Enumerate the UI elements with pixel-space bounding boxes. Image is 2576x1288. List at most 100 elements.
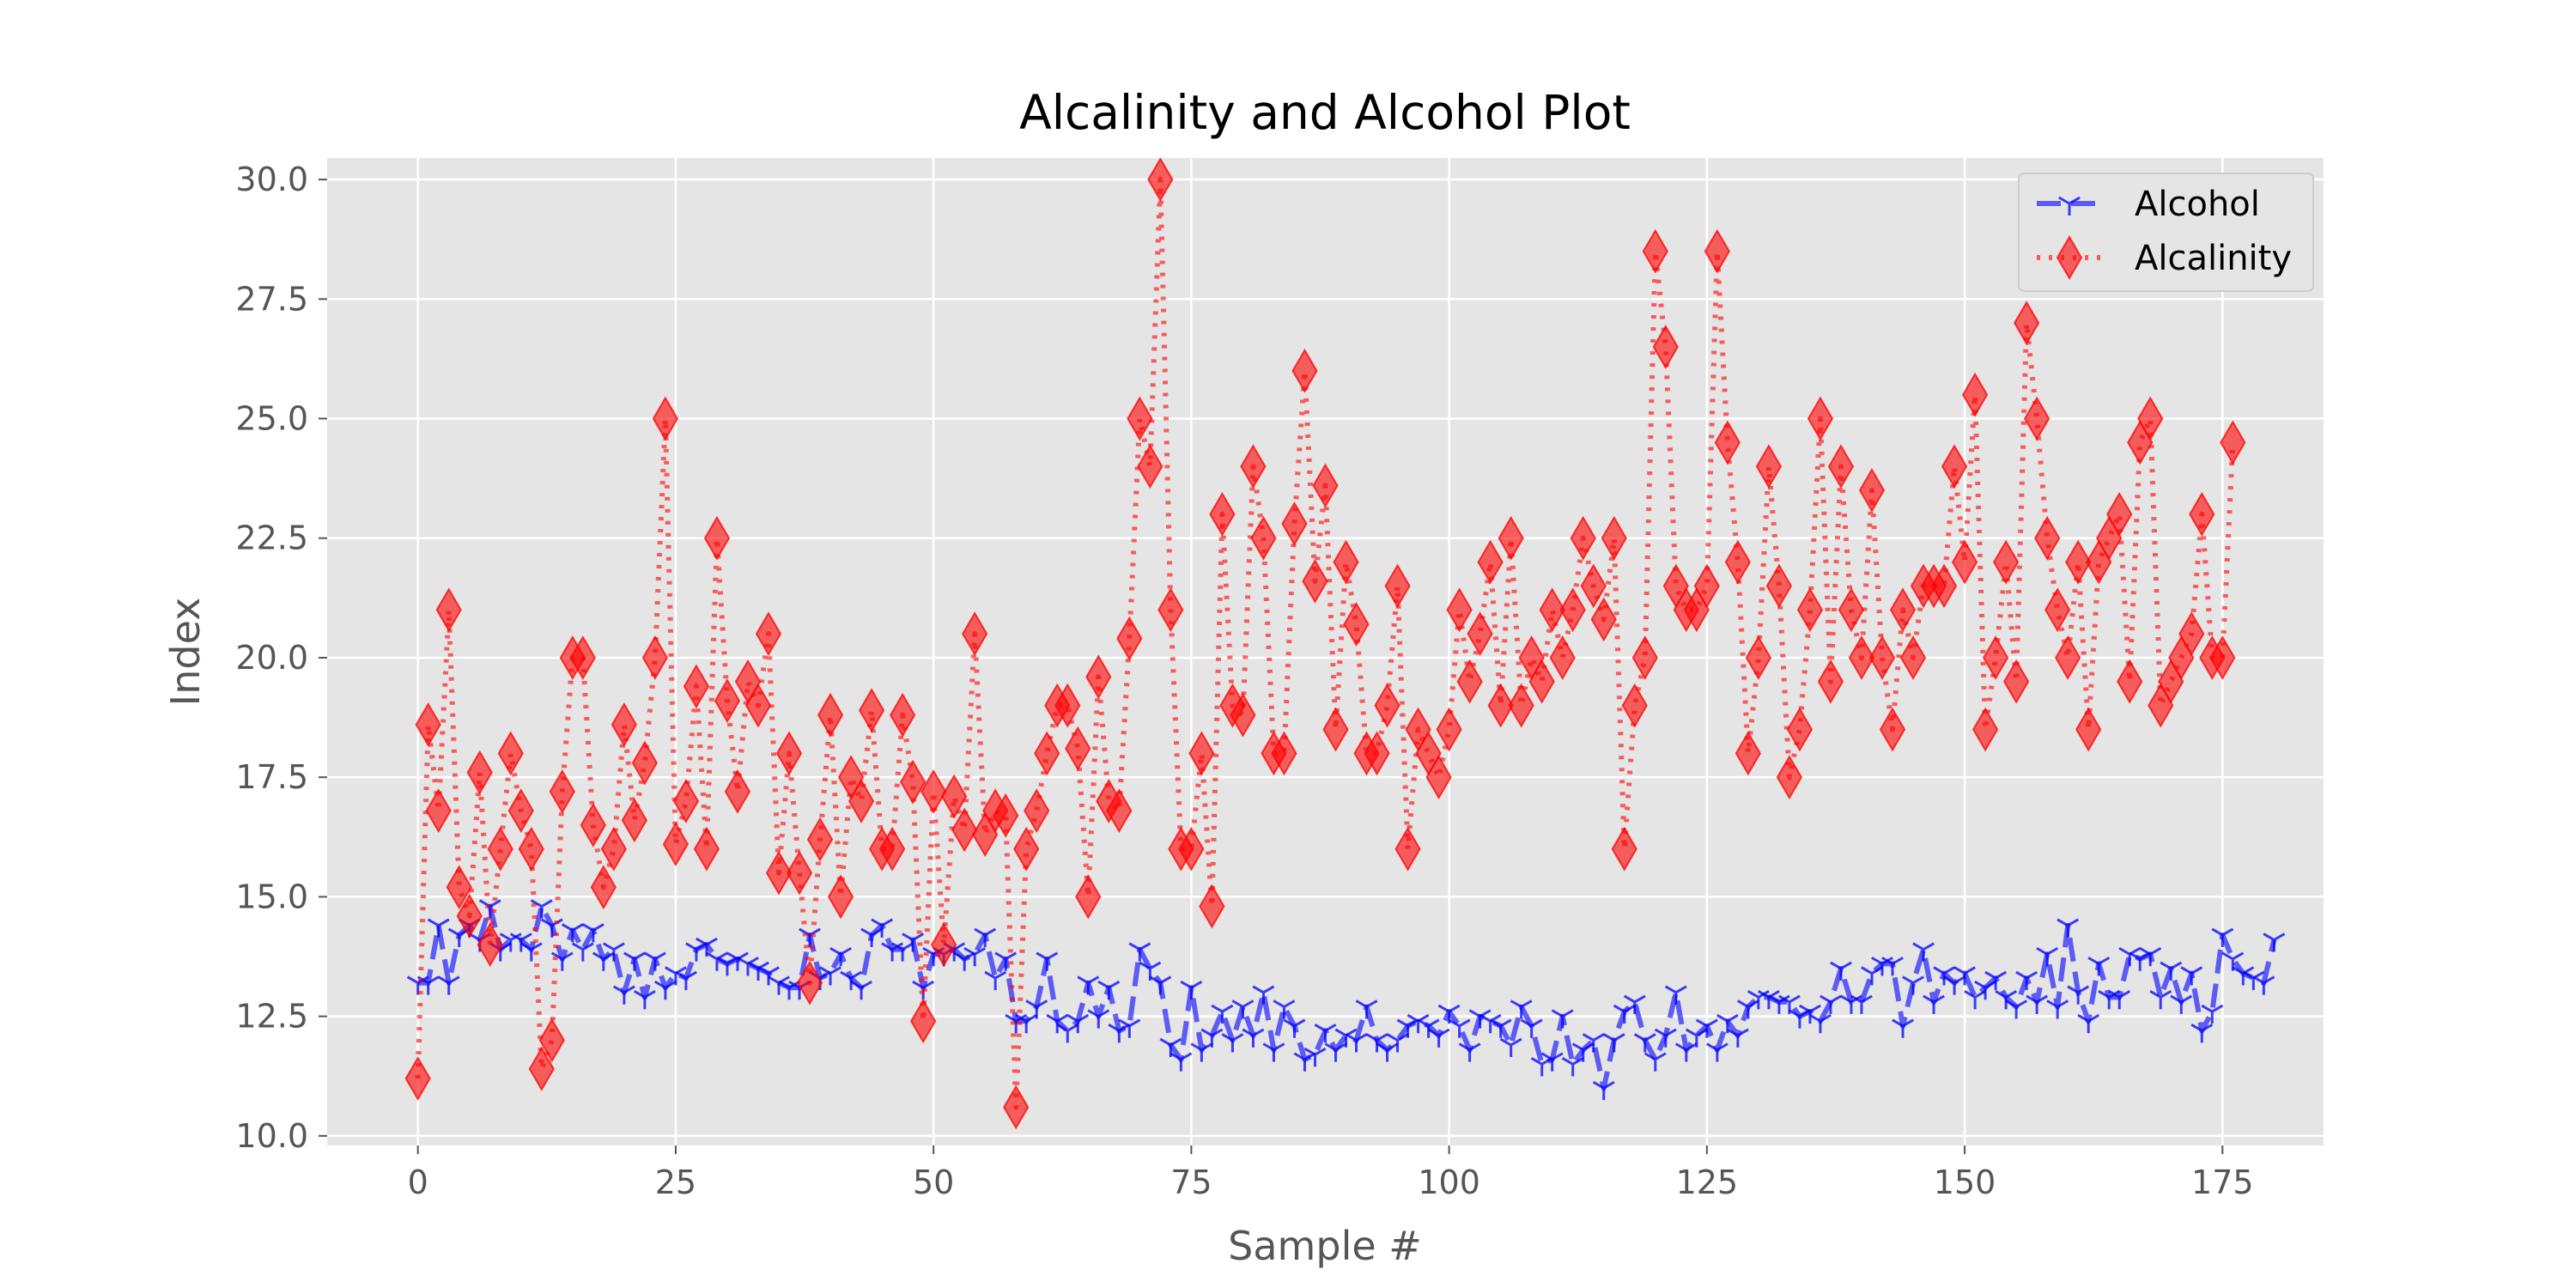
alcalinity-point: [1250, 515, 1277, 561]
alcalinity-point: [1322, 707, 1349, 752]
alcohol-point: [1633, 1033, 1656, 1053]
alcohol-point: [2015, 970, 2038, 991]
x-tick-label: 150: [1934, 1163, 1996, 1201]
alcohol-point: [1046, 1013, 1069, 1034]
alcalinity-point: [1868, 635, 1896, 680]
alcalinity-point: [1807, 396, 1834, 441]
alcohol-point: [2036, 946, 2059, 967]
alcalinity-point: [1487, 683, 1514, 728]
alcohol-point: [1685, 1028, 1708, 1048]
legend-marker-alcalinity: [2056, 235, 2083, 280]
alcohol-point: [643, 951, 666, 971]
alcohol-point: [1643, 1052, 1667, 1072]
alcohol-point: [1520, 1018, 1543, 1038]
chart-title: Alcalinity and Alcohol Plot: [1019, 85, 1631, 140]
alcalinity-point: [2075, 707, 2102, 752]
alcohol-point: [1799, 1004, 1821, 1024]
alcohol-point: [2139, 946, 2162, 967]
alcohol-point: [2160, 961, 2183, 981]
alcalinity-point: [1735, 731, 1762, 776]
alcalinity-point: [1157, 587, 1184, 633]
alcalinity-point: [611, 702, 638, 747]
x-tick-label: 25: [655, 1163, 696, 1201]
alcalinity-point: [848, 779, 875, 824]
alcohol-point: [850, 980, 873, 1000]
alcohol-point: [1809, 1013, 1832, 1034]
alcalinity-point: [1755, 444, 1783, 489]
alcalinity-point: [1498, 515, 1524, 561]
alcohol-point: [891, 942, 914, 962]
y-tick-label: 12.5: [235, 998, 308, 1036]
alcalinity-point: [1930, 563, 1958, 609]
alcalinity-point: [1456, 659, 1483, 704]
alcohol-point: [1283, 1018, 1306, 1038]
alcohol-point: [2026, 994, 2049, 1014]
alcohol-point: [2005, 999, 2028, 1019]
alcalinity-point: [1467, 611, 1493, 657]
alcalinity-point: [662, 822, 690, 867]
alcalinity-point: [786, 850, 813, 896]
alcalinity-point: [1601, 515, 1627, 561]
alcalinity-point: [1240, 444, 1267, 489]
alcalinity-point: [2033, 515, 2061, 561]
alcalinity-point: [1848, 635, 1875, 680]
alcohol-point: [1592, 1080, 1615, 1101]
alcalinity-point: [1570, 515, 1596, 561]
alcalinity-point: [2209, 635, 2236, 680]
alcalinity-point: [1085, 654, 1112, 700]
alcalinity-point: [1477, 539, 1504, 585]
alcalinity-point: [1528, 659, 1555, 704]
x-tick-label: 125: [1676, 1163, 1739, 1201]
alcalinity-point: [1590, 597, 1617, 642]
alcalinity-point: [1188, 731, 1215, 776]
alcohol-point: [1695, 1018, 1718, 1038]
alcohol-point: [1623, 994, 1646, 1014]
alcohol-point: [1386, 1033, 1409, 1053]
alcalinity-point: [466, 750, 493, 795]
alcohol-point: [1427, 1028, 1450, 1048]
alcohol-point: [1489, 1018, 1512, 1038]
alcohol-point: [1437, 1004, 1461, 1024]
alcohol-point: [1314, 1024, 1337, 1043]
x-tick-label: 175: [2191, 1163, 2254, 1201]
alcohol-point: [1345, 1033, 1368, 1053]
alcalinity-point: [693, 826, 720, 872]
alcohol-point: [1777, 994, 1801, 1014]
alcohol-point: [2190, 1024, 2214, 1043]
alcohol-point: [1036, 951, 1059, 971]
alcohol-point: [1830, 961, 1852, 981]
alcohol-point: [519, 942, 543, 962]
alcohol-point: [1200, 1028, 1224, 1048]
alcohol-point: [571, 942, 594, 962]
alcalinity-point: [899, 759, 927, 805]
alcalinity-point: [1899, 635, 1927, 680]
alcalinity-point: [1436, 707, 1462, 752]
alcalinity-point: [2044, 587, 2071, 633]
alcohol-point: [1190, 1042, 1213, 1062]
alcalinity-series: [404, 158, 2246, 1130]
alcalinity-point: [1621, 683, 1648, 728]
alcohol-point: [1324, 1042, 1347, 1062]
series-layer: [404, 158, 2286, 1130]
x-axis-label: Sample #: [1228, 1223, 1422, 1269]
alcohol-point: [1417, 1018, 1440, 1038]
alcohol-point: [1923, 994, 1945, 1014]
alcohol-point: [1861, 966, 1883, 986]
alcohol-point: [1540, 1052, 1564, 1072]
alcohol-point: [871, 918, 894, 938]
alcohol-point: [550, 951, 574, 971]
alcohol-point: [623, 951, 646, 971]
alcohol-point: [860, 927, 884, 947]
legend-label-alcalinity: Alcalinity: [2135, 239, 2292, 278]
alcalinity-point: [404, 1056, 431, 1102]
alcalinity-point: [415, 702, 441, 747]
alcalinity-point: [1271, 731, 1297, 776]
alcalinity-point: [1631, 635, 1658, 680]
alcalinity-point: [549, 769, 575, 814]
alcohol-point: [1231, 999, 1255, 1019]
alcalinity-point: [1652, 324, 1679, 369]
alcalinity-point: [1116, 616, 1143, 661]
alcalinity-point: [672, 779, 700, 824]
alcohol-point: [1448, 1018, 1471, 1038]
alcalinity-point: [538, 1018, 565, 1063]
